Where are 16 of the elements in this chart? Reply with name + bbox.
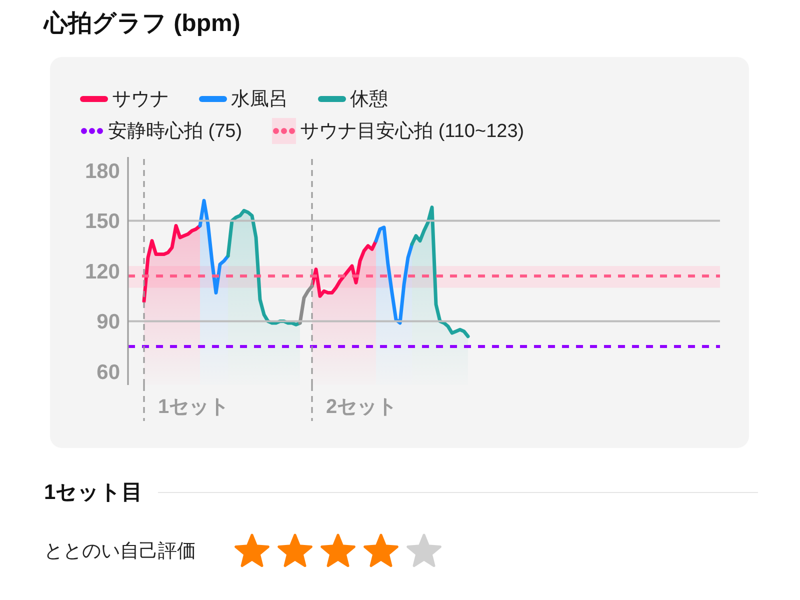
y-tick-label: 60 bbox=[96, 361, 120, 384]
y-tick-label: 150 bbox=[84, 210, 120, 234]
y-tick-label: 120 bbox=[84, 260, 120, 284]
chart-title: 心拍グラフ (bpm) bbox=[44, 10, 240, 37]
text: ととのい自己評価 bbox=[44, 541, 196, 562]
line-series bbox=[298, 284, 314, 325]
text: 1セット目 bbox=[44, 481, 143, 504]
legend-label: 休憩 bbox=[350, 88, 388, 112]
y-tick-label: 90 bbox=[96, 310, 120, 334]
legend-label: 水風呂 bbox=[231, 88, 288, 112]
legend-label: サウナ bbox=[112, 88, 169, 112]
text: 2セット bbox=[326, 396, 398, 418]
text: 1セット bbox=[158, 396, 230, 418]
y-tick-label: 180 bbox=[84, 160, 120, 183]
legend-label: サウナ目安心拍 (110~123) bbox=[300, 120, 524, 144]
legend-label: 安静時心拍 (75) bbox=[108, 120, 242, 144]
